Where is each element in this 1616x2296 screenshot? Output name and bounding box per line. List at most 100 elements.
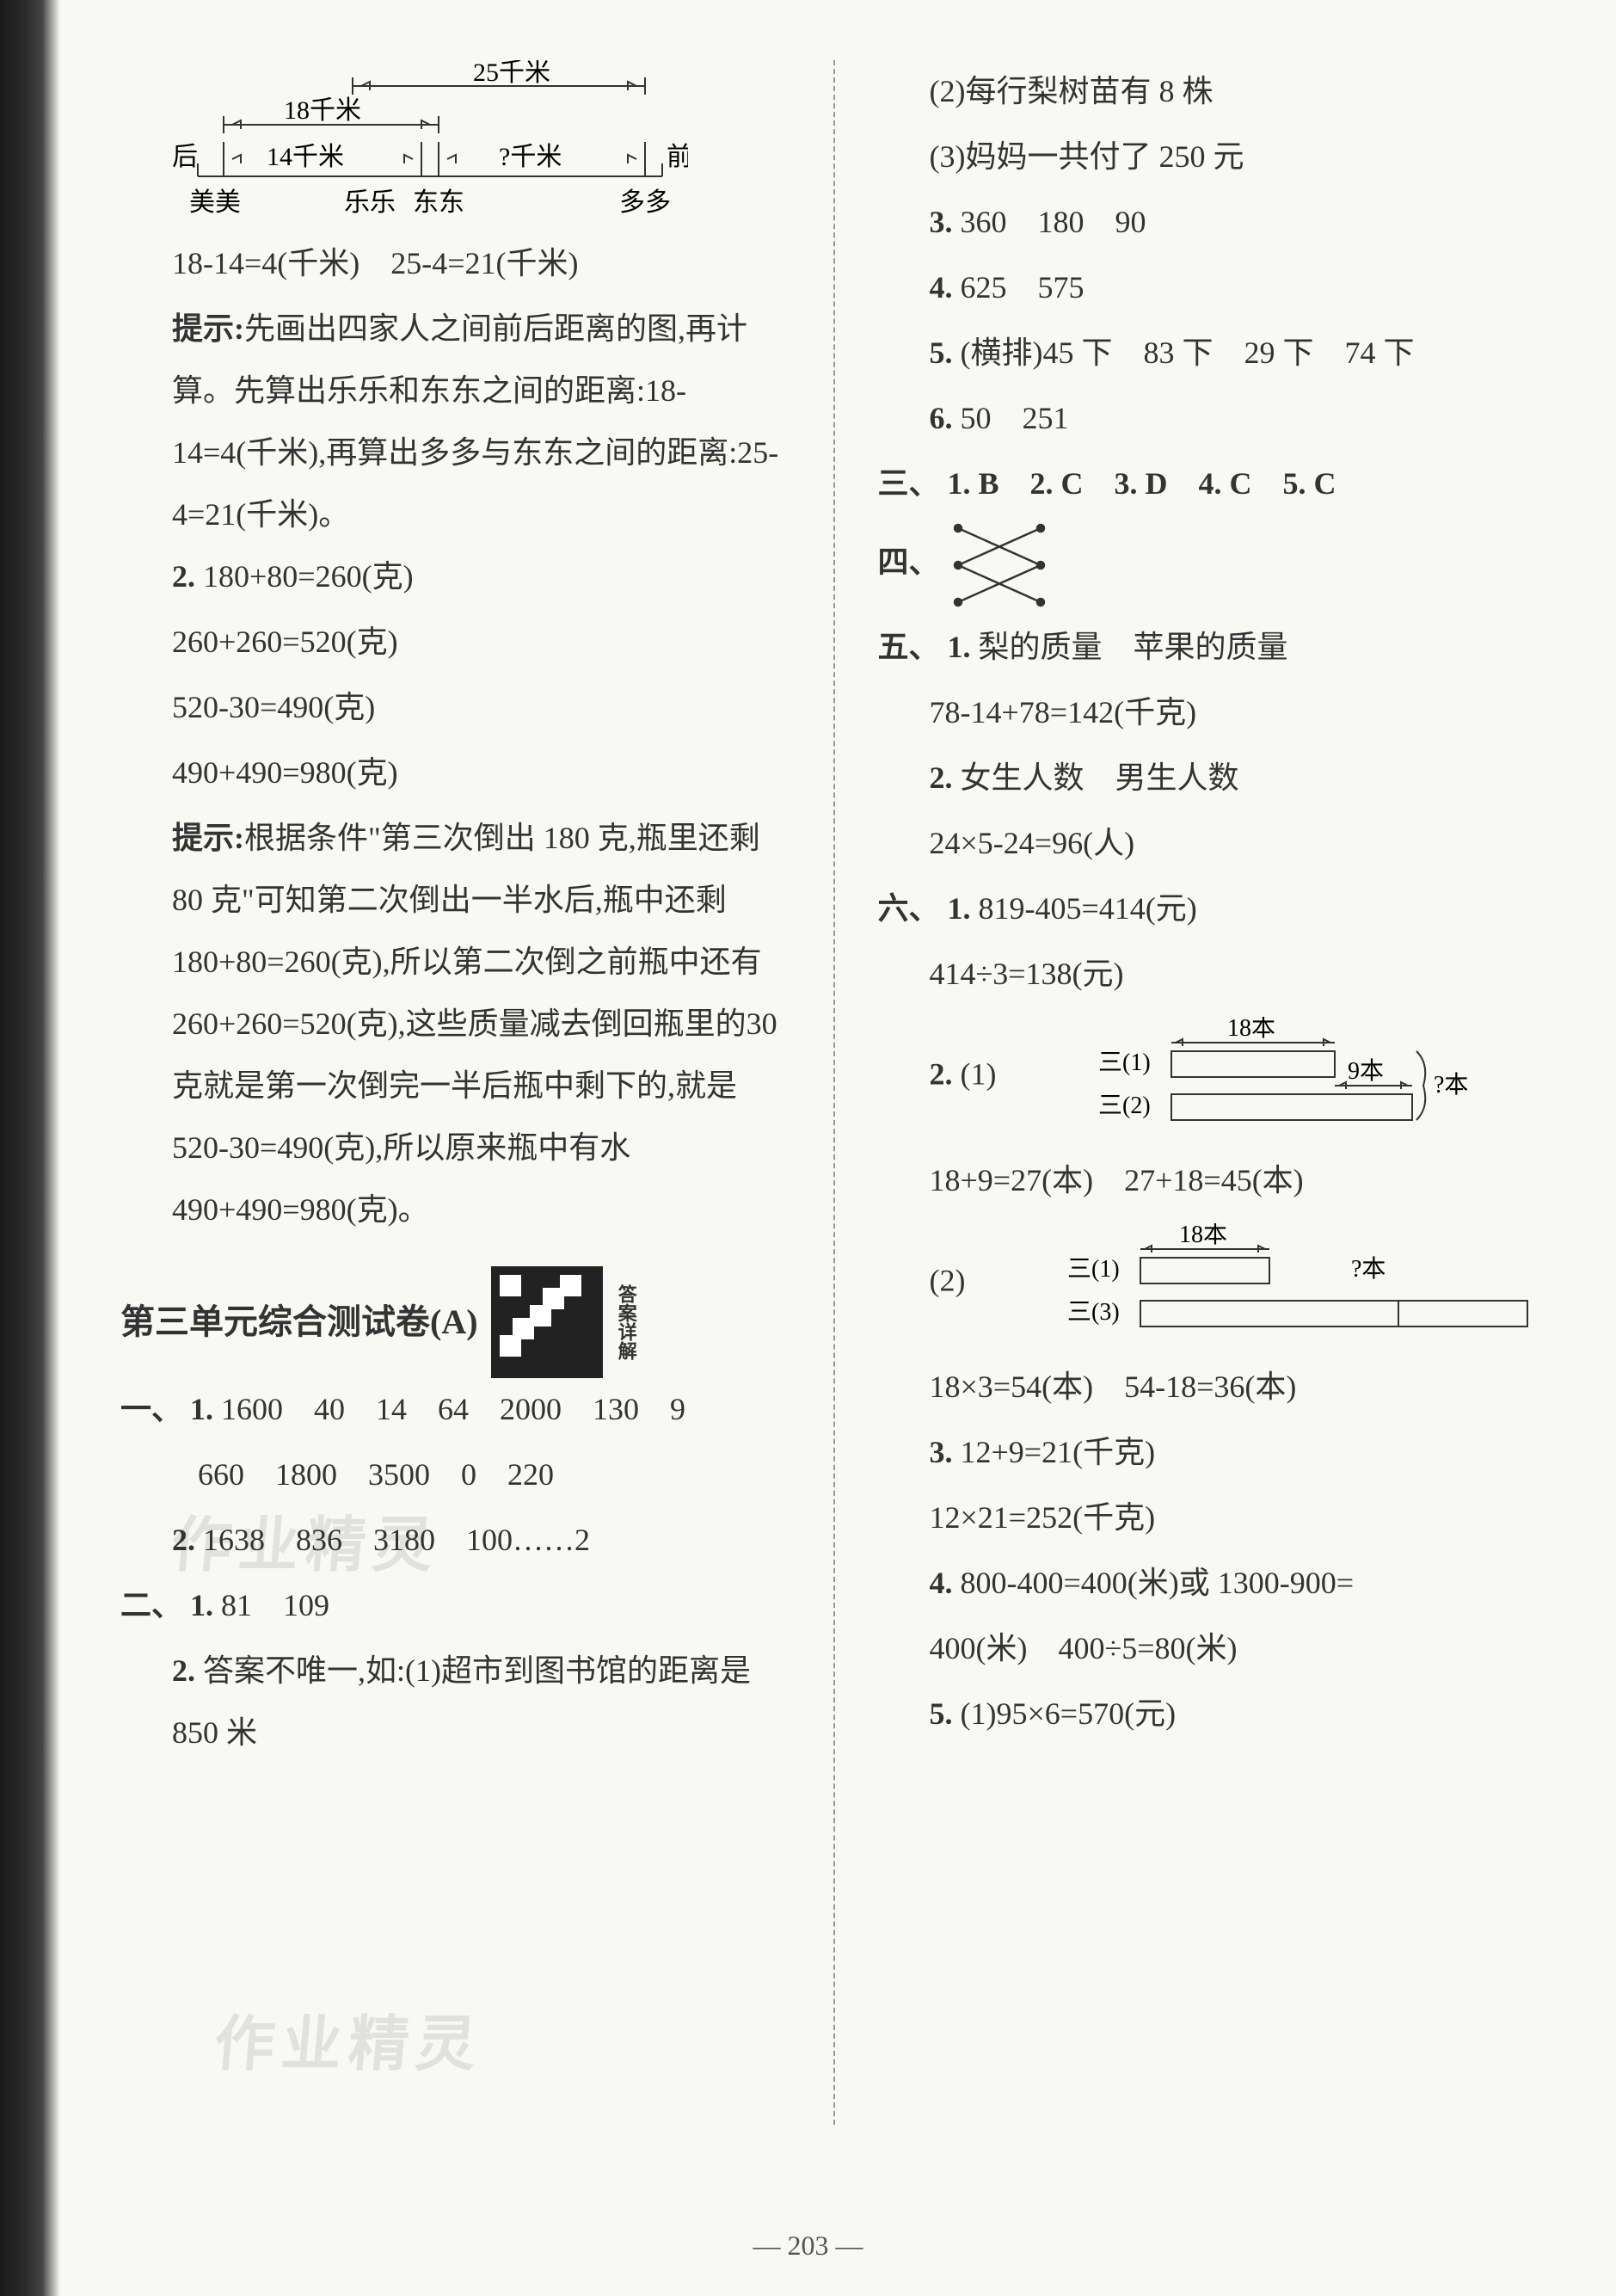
section-6: 六、 1. 819-405=414(元) <box>878 877 1548 939</box>
hint-text: 先画出四家人之间前后距离的图,再计算。先算出乐乐和东东之间的距离:18-14=4… <box>172 311 778 532</box>
svg-text:前: 前 <box>667 143 688 171</box>
section-title: 第三单元综合测试卷(A) <box>120 1288 478 1357</box>
text-line: (3)妈妈一共付了 250 元 <box>878 126 1548 188</box>
svg-text:三(1): 三(1) <box>1098 1050 1151 1076</box>
item-number: 3. <box>930 205 953 239</box>
svg-text:?本: ?本 <box>1351 1255 1386 1283</box>
item-number: 5. <box>930 335 953 370</box>
item-number: 1. <box>190 1588 213 1622</box>
matching-diagram <box>948 518 1051 612</box>
qr-code-icon <box>491 1266 603 1378</box>
section-number: 六、 <box>878 891 940 926</box>
item-number: 2. <box>172 559 195 594</box>
item-number: 1. <box>948 630 971 664</box>
section-title-row: 第三单元综合测试卷(A) 答案详解 <box>120 1266 790 1378</box>
svg-text:美美: 美美 <box>189 188 241 217</box>
section-number: 五、 <box>878 630 940 664</box>
calc-line: 180+80=260(克) <box>203 559 414 594</box>
column-divider <box>833 60 835 2125</box>
svg-text:18本: 18本 <box>1227 1017 1275 1042</box>
calc-line: 800-400=400(米)或 1300-900= <box>961 1566 1355 1600</box>
item-2-1-row: 2. (1) 18本 9本 ?本 三(1) 三(2) <box>878 1008 1548 1146</box>
section-4: 四、 <box>878 518 1548 612</box>
svg-text:14千米: 14千米 <box>267 143 344 171</box>
section-2: 二、 1. 81 109 <box>120 1574 790 1636</box>
left-column: 25千米 18千米 14千米 ?千米 后 前 美美 乐乐 东东 多多 18-14… <box>103 60 808 2125</box>
item-number: 2. <box>930 1056 953 1091</box>
page-number: — 203 — <box>753 2230 863 2262</box>
svg-text:9本: 9本 <box>1348 1057 1384 1085</box>
hint-label: 提示: <box>172 821 244 855</box>
svg-text:18本: 18本 <box>1179 1223 1227 1248</box>
values: (横排)45 下 83 下 29 下 74 下 <box>961 335 1415 370</box>
hint-label: 提示: <box>172 311 244 346</box>
calc-line: 18×3=54(本) 54-18=36(本) <box>878 1356 1548 1418</box>
item-number: 3. <box>930 1435 953 1469</box>
section-number: 三、 <box>878 466 940 501</box>
right-column: (2)每行梨树苗有 8 株 (3)妈妈一共付了 250 元 3. 360 180… <box>861 60 1565 2125</box>
calc-line: 78-14+78=142(千克) <box>878 681 1548 743</box>
calc-line: 819-405=414(元) <box>979 891 1197 926</box>
svg-text:三(1): 三(1) <box>1067 1256 1120 1283</box>
item-3: 3. 360 180 90 <box>878 191 1548 253</box>
section-5: 五、 1. 梨的质量 苹果的质量 <box>878 616 1548 678</box>
item-number: 1. <box>948 891 971 926</box>
item-6: 6. 50 251 <box>878 387 1548 449</box>
values: 1. B 2. C 3. D 4. C 5. C <box>948 466 1336 501</box>
item-2-2-row: (2) 18本 ?本 三(1) 三(3) <box>878 1215 1548 1352</box>
values: 625 575 <box>961 270 1085 305</box>
item-3-row: 3. 12+9=21(千克) <box>878 1421 1548 1483</box>
values: 50 251 <box>961 401 1069 435</box>
distance-diagram-svg: 25千米 18千米 14千米 ?千米 后 前 美美 乐乐 东东 多多 <box>172 60 688 232</box>
svg-text:18千米: 18千米 <box>284 96 361 125</box>
item-2-row: 2. 女生人数 男生人数 <box>878 747 1548 809</box>
page-content: 25千米 18千米 14千米 ?千米 后 前 美美 乐乐 东东 多多 18-14… <box>0 0 1616 2168</box>
item-number: 6. <box>930 401 953 435</box>
item-4-row: 4. 800-400=400(米)或 1300-900= <box>878 1552 1548 1614</box>
svg-text:三(3): 三(3) <box>1067 1299 1120 1326</box>
calc-line: 260+260=520(克) <box>120 611 790 673</box>
svg-text:东东: 东东 <box>413 188 464 217</box>
item-number: 2. <box>172 1653 195 1688</box>
calc-line: 18-14=4(千米) 25-4=21(千米) <box>120 232 790 294</box>
text: 答案不唯一,如:(1)超市到图书馆的距离是 850 米 <box>172 1653 751 1750</box>
item-5-row: 5. (1)95×6=570(元) <box>878 1683 1548 1745</box>
calc-line: 414÷3=138(元) <box>878 943 1548 1005</box>
text: 梨的质量 苹果的质量 <box>979 630 1288 664</box>
svg-text:?本: ?本 <box>1434 1071 1468 1099</box>
item-number: 4. <box>930 270 953 305</box>
hint-text: 根据条件"第三次倒出 180 克,瓶里还剩 80 克"可知第二次倒出一半水后,瓶… <box>172 821 777 1227</box>
hint-block-2: 提示:根据条件"第三次倒出 180 克,瓶里还剩 80 克"可知第二次倒出一半水… <box>120 807 790 1240</box>
item-2-row: 2. 答案不唯一,如:(1)超市到图书馆的距离是 850 米 <box>120 1640 790 1764</box>
calc-line: 18+9=27(本) 27+18=45(本) <box>878 1149 1548 1211</box>
sub-number: (1) <box>961 1056 997 1091</box>
bar-diagram-1: 18本 9本 ?本 三(1) 三(2) <box>1090 1017 1502 1137</box>
qr-label: 答案详解 <box>616 1284 636 1360</box>
calc-line: 490+490=980(克) <box>120 742 790 803</box>
values: 660 1800 3500 0 220 <box>120 1443 790 1505</box>
section-number: 四、 <box>878 545 940 579</box>
section-3: 三、 1. B 2. C 3. D 4. C 5. C <box>878 452 1548 514</box>
values: 1600 40 14 64 2000 130 9 <box>221 1392 685 1426</box>
text: 女生人数 男生人数 <box>961 760 1239 795</box>
section-number: 二、 <box>120 1588 182 1622</box>
calc-line: 12+9=21(千克) <box>961 1435 1156 1469</box>
svg-text:?千米: ?千米 <box>499 143 562 171</box>
item-2-row: 2. 1638 836 3180 100……2 <box>120 1509 790 1571</box>
item-2: 2. 180+80=260(克) <box>120 545 790 607</box>
values: 1638 836 3180 100……2 <box>203 1523 590 1557</box>
item-number: 2. <box>930 760 953 795</box>
values: 81 109 <box>221 1588 329 1622</box>
values: 360 180 90 <box>961 205 1146 239</box>
item-number: 2. <box>172 1523 195 1557</box>
svg-text:25千米: 25千米 <box>473 60 550 87</box>
svg-text:三(2): 三(2) <box>1098 1093 1151 1119</box>
section-number: 一、 <box>120 1392 182 1426</box>
distance-diagram: 25千米 18千米 14千米 ?千米 后 前 美美 乐乐 东东 多多 <box>172 60 688 232</box>
item-4: 4. 625 575 <box>878 256 1548 318</box>
calc-line: 400(米) 400÷5=80(米) <box>878 1617 1548 1679</box>
item-5: 5. (横排)45 下 83 下 29 下 74 下 <box>878 322 1548 384</box>
calc-line: 12×21=252(千克) <box>878 1487 1548 1548</box>
calc-line: (1)95×6=570(元) <box>961 1696 1177 1731</box>
item-number: 5. <box>930 1696 953 1731</box>
